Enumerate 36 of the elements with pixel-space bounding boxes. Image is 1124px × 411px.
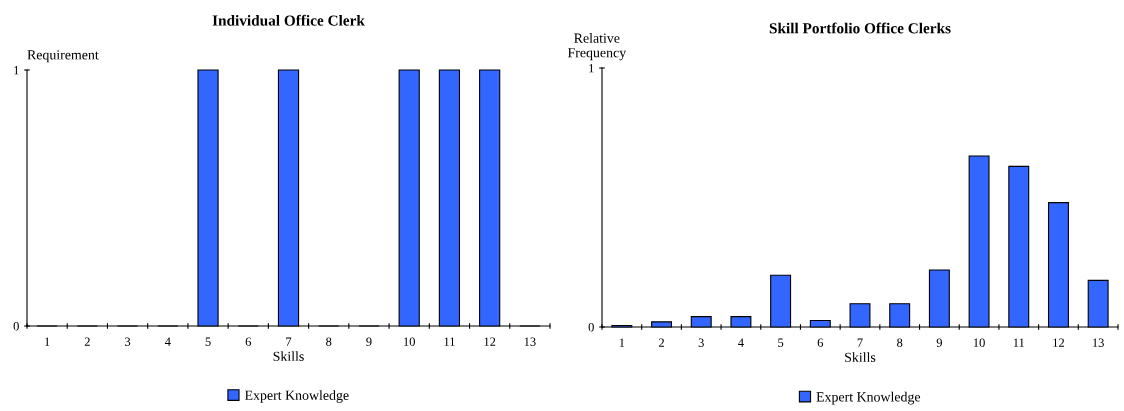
x-tick-label: 11 — [1013, 338, 1025, 347]
y-tick-label: 0 — [13, 322, 19, 331]
y-axis-title: Relative Frequency — [567, 33, 627, 61]
chart-title: Individual Office Clerk — [212, 14, 365, 26]
x-tick-label: 7 — [857, 338, 863, 347]
legend-label: Expert Knowledge — [244, 390, 349, 403]
x-axis-title: Skills — [273, 351, 304, 361]
x-tick-label: 5 — [205, 337, 211, 346]
x-tick-label: 9 — [366, 337, 372, 346]
x-tick-label: 7 — [286, 337, 292, 346]
x-tick-label: 2 — [84, 337, 90, 346]
legend-label: Expert Knowledge — [816, 391, 921, 405]
chart-title: Skill Portfolio Office Clerks — [769, 22, 951, 34]
x-tick-label: 10 — [973, 338, 985, 347]
x-tick-label: 11 — [444, 337, 455, 346]
x-tick-label: 6 — [245, 337, 252, 346]
x-tick-label: 4 — [164, 337, 171, 346]
x-tick-label: 12 — [1053, 338, 1065, 347]
x-tick-label: 4 — [738, 338, 744, 347]
x-tick-label: 9 — [936, 338, 942, 347]
x-tick-label: 10 — [404, 337, 415, 346]
x-axis-title: Skills — [845, 352, 876, 362]
x-tick-label: 1 — [45, 337, 50, 346]
x-tick-label: 2 — [658, 338, 664, 347]
x-tick-label: 8 — [897, 338, 903, 347]
x-tick-label: 13 — [1093, 338, 1104, 347]
x-tick-label: 8 — [326, 337, 332, 346]
x-tick-label: 5 — [778, 338, 784, 347]
x-tick-label: 6 — [817, 338, 824, 347]
x-tick-label: 3 — [698, 338, 704, 347]
x-tick-label: 1 — [619, 338, 625, 347]
x-tick-label: 12 — [484, 337, 496, 346]
x-tick-label: 13 — [524, 337, 536, 346]
y-tick-label: 0 — [588, 323, 594, 332]
x-tick-label: 3 — [125, 337, 131, 346]
y-axis-title: Requirement — [27, 50, 99, 63]
